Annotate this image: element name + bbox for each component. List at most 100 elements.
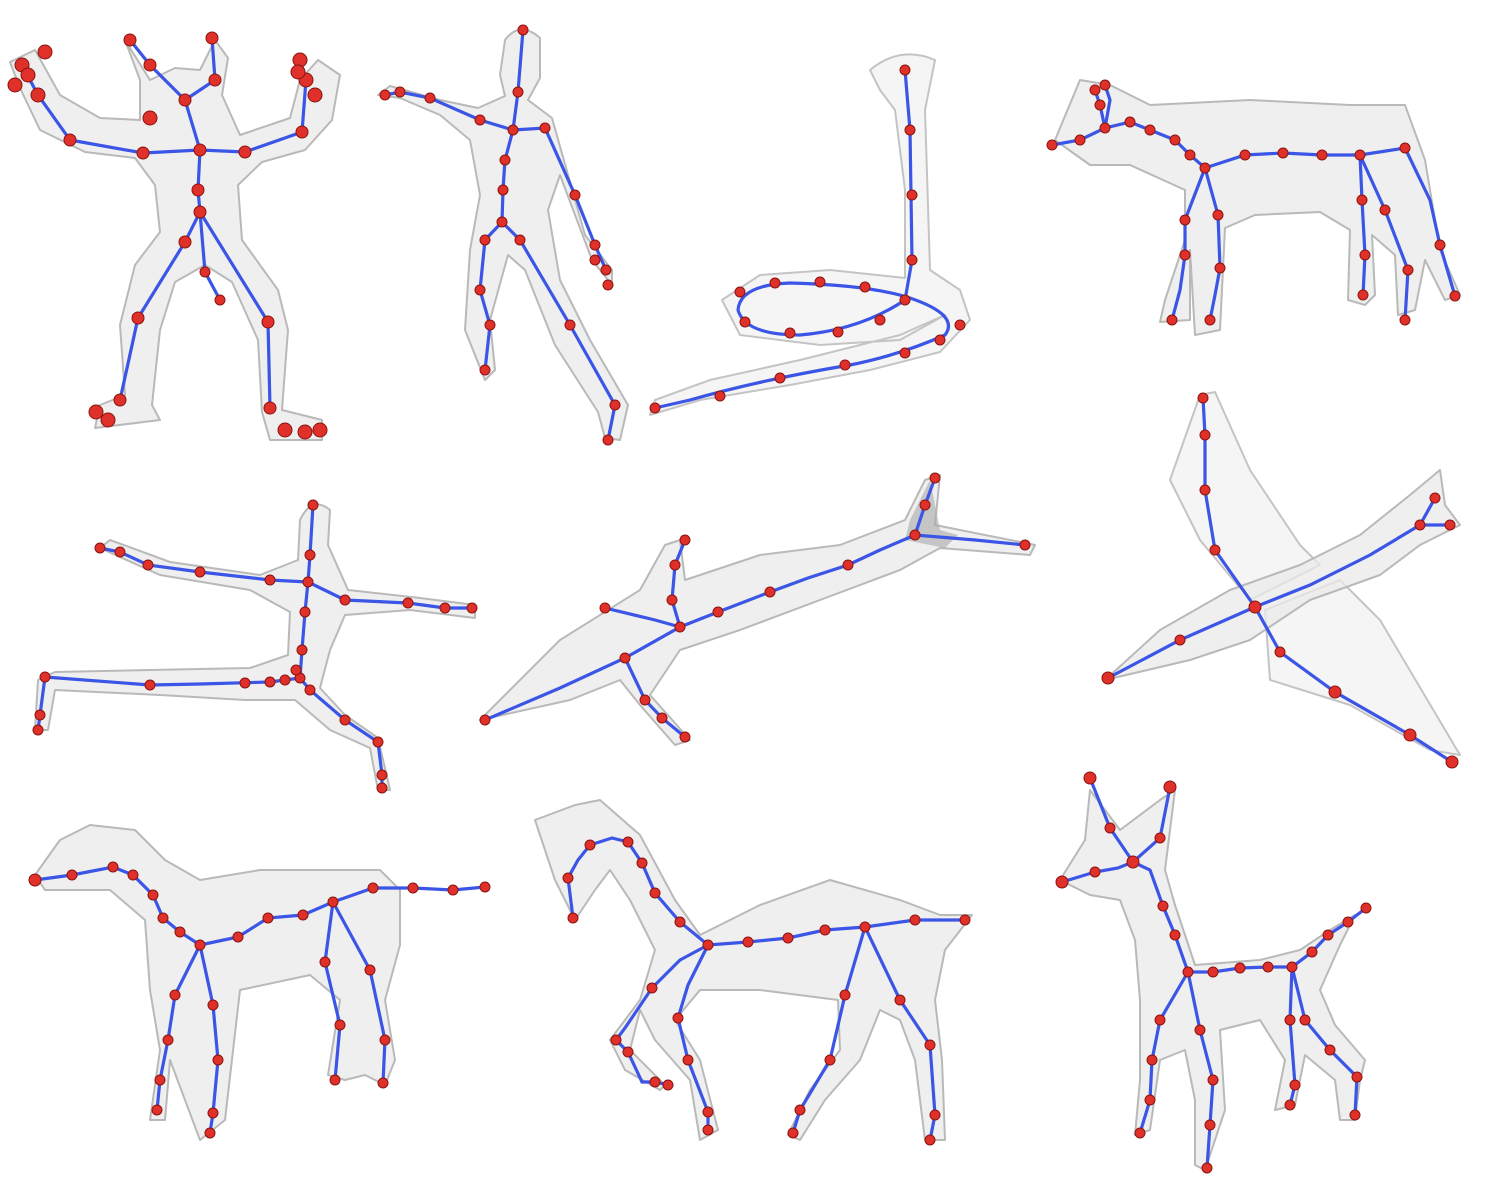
joint-marker	[304, 684, 316, 696]
joint-marker	[424, 92, 436, 104]
joint-marker	[517, 24, 529, 36]
joint-marker	[123, 33, 137, 47]
joint-marker	[787, 1127, 799, 1139]
bone-segment	[1358, 153, 1367, 297]
joint-marker	[297, 909, 309, 921]
joint-marker	[1274, 646, 1286, 658]
joint-marker	[208, 73, 222, 87]
joint-marker	[674, 916, 686, 928]
joint-marker	[1179, 249, 1191, 261]
joint-marker	[934, 334, 946, 346]
joint-marker	[1199, 429, 1211, 441]
joint-marker	[1144, 124, 1156, 136]
joint-marker	[609, 399, 621, 411]
joint-marker	[497, 184, 509, 196]
joint-marker	[622, 1046, 634, 1058]
joint-marker	[339, 714, 351, 726]
joint-marker	[178, 235, 192, 249]
dog-mesh	[34, 824, 401, 1141]
joint-marker	[136, 146, 150, 160]
joint-marker	[909, 914, 921, 926]
bone-segment	[1358, 153, 1410, 322]
joint-marker	[499, 154, 511, 166]
bone-segment	[331, 900, 387, 1085]
joint-marker	[88, 404, 104, 420]
horse-figure	[534, 799, 973, 1146]
joint-marker	[474, 114, 486, 126]
joint-marker	[402, 597, 414, 609]
joint-marker	[507, 124, 519, 136]
joint-marker	[662, 1079, 674, 1091]
joint-marker	[622, 836, 634, 848]
joint-marker	[204, 1127, 216, 1139]
joint-marker	[207, 999, 219, 1011]
joint-marker	[1399, 142, 1411, 154]
horse-joints	[562, 836, 971, 1146]
joint-marker	[297, 424, 313, 440]
joint-marker	[169, 989, 181, 1001]
joint-marker	[277, 422, 293, 438]
joint-marker	[290, 664, 302, 676]
joint-marker	[1083, 771, 1097, 785]
ogre-mesh	[9, 39, 341, 441]
joint-marker	[151, 1104, 163, 1116]
lioness-joints	[1046, 79, 1461, 326]
joint-marker	[193, 143, 207, 157]
joint-marker	[1126, 855, 1140, 869]
joint-marker	[584, 839, 596, 851]
joint-marker	[702, 1106, 714, 1118]
joint-marker	[702, 1124, 714, 1136]
joint-marker	[107, 861, 119, 873]
joint-marker	[1306, 946, 1318, 958]
lioness-mesh	[1054, 79, 1461, 336]
joint-marker	[924, 1039, 936, 1051]
joint-marker	[899, 294, 911, 306]
lioness-figure	[1046, 79, 1461, 336]
joint-marker	[674, 621, 686, 633]
joint-marker	[739, 316, 751, 328]
joint-marker	[512, 86, 524, 98]
joint-marker	[714, 390, 726, 402]
bird-body	[1104, 469, 1461, 681]
small-dog-mesh	[1059, 789, 1366, 1171]
joint-marker	[334, 1019, 346, 1031]
joint-marker	[794, 1104, 806, 1116]
joint-marker	[1101, 671, 1115, 685]
bird-joints	[1101, 392, 1459, 769]
joint-marker	[193, 205, 207, 219]
joint-marker	[1445, 755, 1459, 769]
joint-marker	[307, 87, 323, 103]
joint-marker	[394, 86, 406, 98]
joint-marker	[1209, 544, 1221, 556]
joint-marker	[1277, 147, 1289, 159]
joint-marker	[1104, 822, 1116, 834]
joint-marker	[1055, 875, 1069, 889]
joint-marker	[194, 566, 206, 578]
dolphin-figure	[479, 472, 1036, 746]
joint-marker	[1166, 314, 1178, 326]
joint-marker	[376, 769, 388, 781]
joint-marker	[372, 736, 384, 748]
joint-marker	[20, 67, 36, 83]
joint-marker	[859, 281, 871, 293]
joint-marker	[299, 606, 311, 618]
bone-segment	[323, 900, 342, 1082]
joint-marker	[734, 286, 746, 298]
joint-marker	[819, 924, 831, 936]
joint-marker	[1163, 780, 1177, 794]
joint-marker	[814, 276, 826, 288]
bone-segment	[128, 38, 202, 152]
joint-marker	[1199, 162, 1211, 174]
joint-marker	[199, 266, 211, 278]
joint-marker	[1212, 209, 1224, 221]
joint-marker	[712, 606, 724, 618]
joint-marker	[312, 422, 328, 438]
joint-marker	[39, 671, 51, 683]
joint-marker	[466, 602, 478, 614]
joint-marker	[1204, 1119, 1216, 1131]
joint-marker	[295, 125, 309, 139]
joint-marker	[1342, 916, 1354, 928]
joint-marker	[1284, 1014, 1296, 1026]
joint-marker	[1399, 314, 1411, 326]
joint-marker	[1157, 900, 1169, 912]
